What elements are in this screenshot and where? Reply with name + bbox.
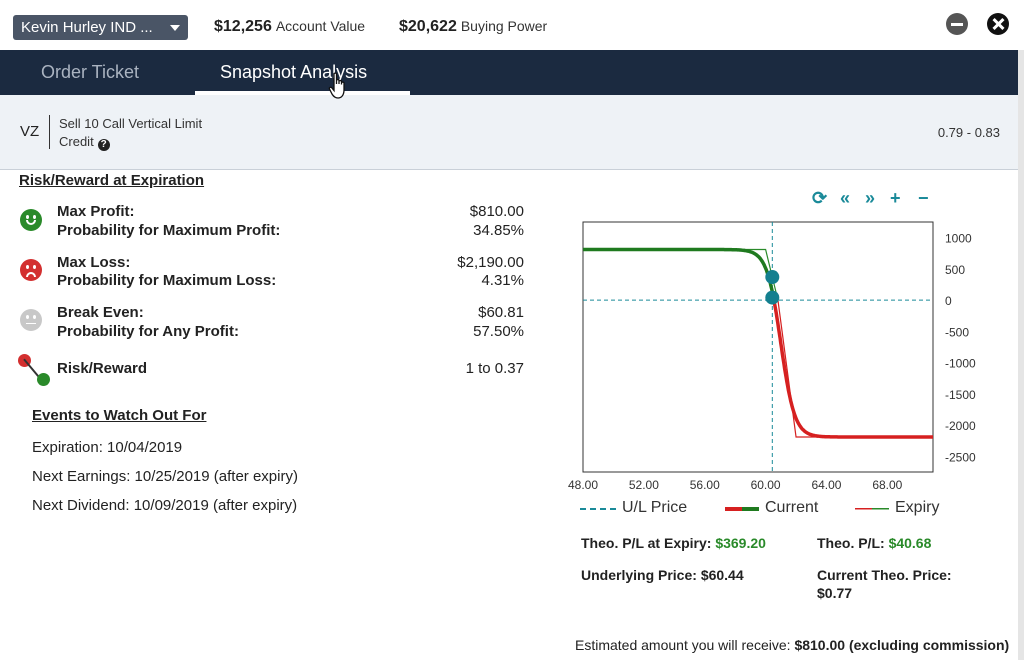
y-tick-label: -1000 [945, 357, 976, 371]
sad-face-icon [20, 259, 42, 281]
zoom-out-icon[interactable]: « [840, 188, 851, 208]
plot-frame [582, 221, 934, 473]
x-tick-label: 68.00 [872, 478, 902, 492]
price-range: 0.79 - 0.83 [937, 125, 1000, 140]
current-theo-price-value: $0.77 [817, 585, 853, 601]
theo-pl: Theo. P/L: $40.68 [817, 535, 931, 551]
x-tick-label: 64.00 [811, 478, 841, 492]
break-even-label: Break Even: [57, 304, 144, 321]
event-expiration: Expiration: 10/04/2019 [32, 439, 183, 456]
legend-expiry-swatch [855, 508, 889, 510]
prob-any-profit-label: Probability for Any Profit: [57, 323, 239, 340]
minimize-icon[interactable] [946, 13, 968, 35]
estimated-amount: Estimated amount you will receive: $810.… [575, 637, 1009, 653]
risk-reward-title: Risk/Reward at Expiration [19, 172, 205, 189]
tab-snapshot-analysis[interactable]: Snapshot Analysis [220, 62, 368, 82]
buying-power: $20,622 Buying Power [399, 18, 547, 36]
neutral-face-icon [20, 309, 42, 331]
chevron-down-icon [170, 25, 180, 31]
events-title: Events to Watch Out For [32, 407, 207, 424]
account-value: $12,256 Account Value [214, 18, 365, 36]
order-summary: VZ Sell 10 Call Vertical Limit Credit? 0… [0, 95, 1018, 170]
order-type: Credit? [59, 134, 110, 151]
refresh-icon[interactable]: ⟳ [812, 188, 828, 208]
x-tick-label: 60.00 [751, 478, 781, 492]
break-even-value: $60.81 [478, 304, 524, 321]
theo-pl-expiry-value: $369.20 [715, 535, 766, 551]
pl-chart: 1000 500 0 -500 -1000 -1500 -2000 -2500 48.00 52.… [568, 221, 976, 492]
active-tab-indicator [195, 91, 410, 95]
plus-icon[interactable]: + [890, 188, 901, 208]
y-tick-label: -2500 [945, 450, 976, 464]
hand-cursor-icon [328, 72, 345, 99]
max-loss-value: $2,190.00 [457, 254, 524, 271]
happy-face-icon [20, 209, 42, 231]
prob-max-profit-value: 34.85% [473, 222, 524, 239]
prob-max-loss-label: Probability for Maximum Loss: [57, 272, 277, 289]
account-value-label: Account Value [275, 18, 366, 34]
theo-pl-expiry: Theo. P/L at Expiry: $369.20 [581, 535, 766, 551]
risk-reward-label: Risk/Reward [57, 360, 148, 377]
y-tick-label: -1500 [945, 388, 976, 402]
account-select-label: Kevin Hurley IND ... [21, 19, 153, 36]
pl-marker-1 [765, 290, 780, 305]
pl-marker-0 [765, 270, 780, 285]
risk-reward-icon [18, 354, 50, 386]
scrollbar[interactable] [1018, 50, 1024, 660]
account-value-amount: $12,256 [214, 18, 272, 35]
theo-pl-label: Theo. P/L: [817, 535, 885, 551]
estimate-note: (excluding commission) [848, 637, 1010, 653]
underlying-price: Underlying Price: $60.44 [581, 567, 744, 583]
underlying-price-label: Underlying Price: [581, 567, 697, 583]
estimate-label: Estimated amount you will receive: [575, 637, 791, 653]
legend-ul-price-swatch [580, 508, 616, 510]
y-tick-label: -2000 [945, 419, 976, 433]
max-profit-value: $810.00 [469, 203, 524, 220]
y-tick-label: 0 [945, 294, 952, 308]
buying-power-label: Buying Power [460, 18, 548, 34]
current-line-loss [772, 300, 933, 439]
minus-icon[interactable]: − [918, 188, 929, 208]
event-dividend: Next Dividend: 10/09/2019 (after expiry) [32, 497, 298, 514]
y-tick-label: -500 [945, 325, 969, 339]
legend-expiry: Expiry [895, 499, 940, 516]
y-tick-label: 1000 [945, 232, 972, 246]
zoom-in-icon[interactable]: » [865, 188, 876, 208]
tab-order-ticket[interactable]: Order Ticket [41, 62, 140, 82]
x-tick-label: 48.00 [568, 478, 598, 492]
y-tick-label: 500 [945, 263, 965, 277]
order-description: Sell 10 Call Vertical Limit [59, 116, 203, 131]
prob-max-loss-value: 4.31% [481, 272, 524, 289]
tab-bar: Order Ticket Snapshot Analysis [0, 50, 1024, 95]
max-profit-label: Max Profit: [57, 203, 135, 220]
x-tick-label: 56.00 [690, 478, 720, 492]
prob-max-profit-label: Probability for Maximum Profit: [57, 222, 281, 239]
close-icon[interactable] [987, 13, 1009, 35]
legend-ul-price: U/L Price [622, 499, 688, 516]
underlying-price-value: $60.44 [700, 567, 744, 583]
risk-reward-value: 1 to 0.37 [465, 360, 524, 377]
event-earnings: Next Earnings: 10/25/2019 (after expiry) [32, 468, 298, 485]
help-icon[interactable]: ? [97, 139, 110, 151]
current-line-profit [583, 247, 775, 297]
current-theo-price-label: Current Theo. Price: [817, 567, 952, 583]
order-symbol: VZ [20, 123, 40, 140]
account-bar: Kevin Hurley IND ... $12,256 Account Valu… [0, 0, 1024, 50]
divider [49, 115, 50, 149]
order-type-label: Credit [59, 134, 94, 149]
estimate-value: $810.00 [794, 637, 846, 653]
theo-pl-expiry-label: Theo. P/L at Expiry: [581, 535, 712, 551]
legend-current: Current [765, 499, 819, 516]
theo-pl-value: $40.68 [888, 535, 932, 551]
x-tick-label: 52.00 [629, 478, 659, 492]
prob-any-profit-value: 57.50% [473, 323, 524, 340]
legend-current-swatch [725, 507, 759, 511]
account-select[interactable]: Kevin Hurley IND ... [13, 15, 188, 40]
max-loss-label: Max Loss: [57, 254, 131, 271]
buying-power-amount: $20,622 [399, 18, 457, 35]
